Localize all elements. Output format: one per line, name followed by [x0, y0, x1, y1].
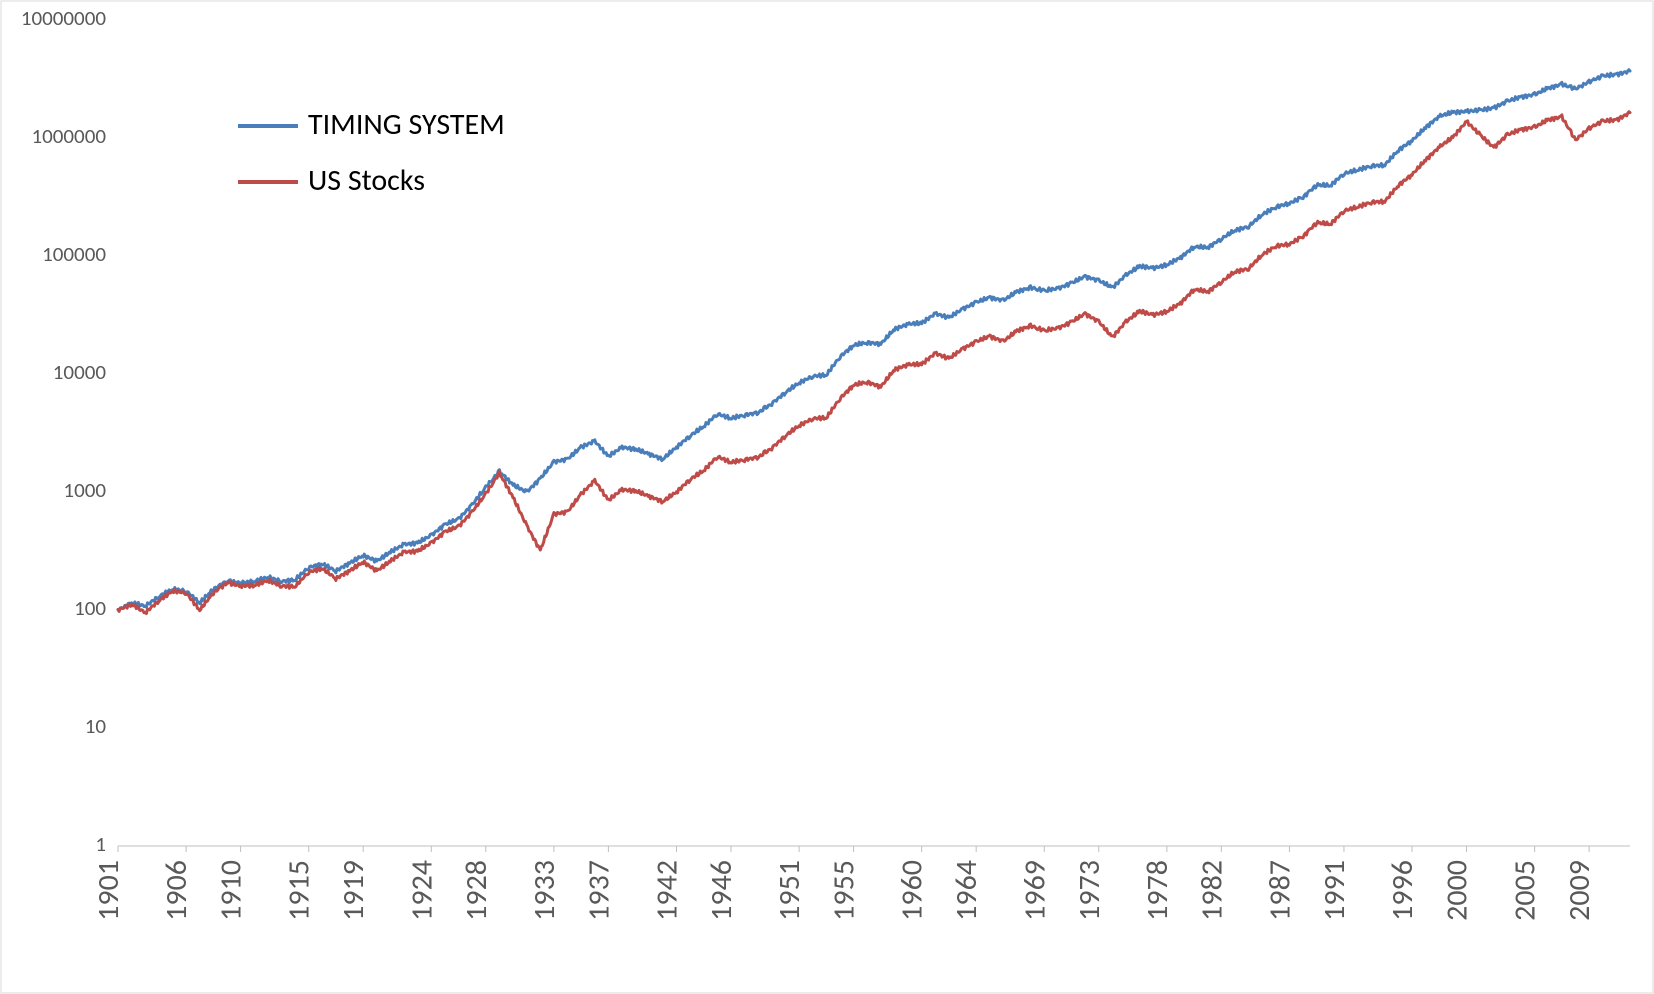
x-tick-label: 1987	[1261, 860, 1298, 921]
x-tick-label: 1955	[826, 860, 863, 921]
x-tick-label: 1946	[703, 860, 740, 921]
x-tick-label: 1996	[1384, 860, 1421, 921]
y-tick-label: 100000	[42, 241, 106, 267]
y-tick-label: 1	[95, 831, 106, 857]
y-tick-label: 1000	[63, 477, 106, 503]
y-tick-label: 1000000	[31, 123, 106, 149]
x-tick-label: 1942	[648, 860, 685, 921]
x-tick-label: 1969	[1016, 860, 1053, 921]
x-tick-label: 1991	[1316, 860, 1353, 921]
y-tick-label: 10000000	[21, 5, 107, 31]
y-tick-label: 10000	[53, 359, 107, 385]
x-tick-label: 1951	[771, 860, 808, 921]
x-tick-label: 1919	[335, 860, 372, 921]
x-tick-label: 1937	[580, 860, 617, 921]
chart-svg: 1 10 100 1000 10000 100000 1000000 10000000 1901…	[0, 0, 1654, 994]
y-tick-label: 100	[74, 595, 106, 621]
chart-container: 1 10 100 1000 10000 100000 1000000 10000000 1901…	[0, 0, 1654, 994]
x-tick-label: 1982	[1193, 860, 1230, 921]
legend-label: US Stocks	[308, 162, 425, 199]
x-tick-label: 1924	[403, 860, 440, 921]
x-tick-label: 2000	[1439, 860, 1476, 921]
x-tick-label: 1973	[1071, 860, 1108, 921]
x-tick-label: 1915	[281, 860, 318, 921]
x-tick-label: 2005	[1507, 860, 1544, 921]
x-tick-label: 1933	[526, 860, 563, 921]
x-tick-label: 1964	[948, 860, 985, 921]
legend-label: TIMING SYSTEM	[308, 106, 505, 143]
x-tick-label: 2009	[1561, 860, 1598, 921]
x-tick-label: 1928	[458, 860, 495, 921]
x-tick-label: 1910	[213, 860, 250, 921]
x-tick-label: 1906	[158, 860, 195, 921]
x-tick-label: 1901	[90, 860, 127, 921]
y-tick-label: 10	[85, 713, 107, 739]
x-tick-label: 1960	[894, 860, 931, 921]
x-tick-label: 1978	[1139, 860, 1176, 921]
